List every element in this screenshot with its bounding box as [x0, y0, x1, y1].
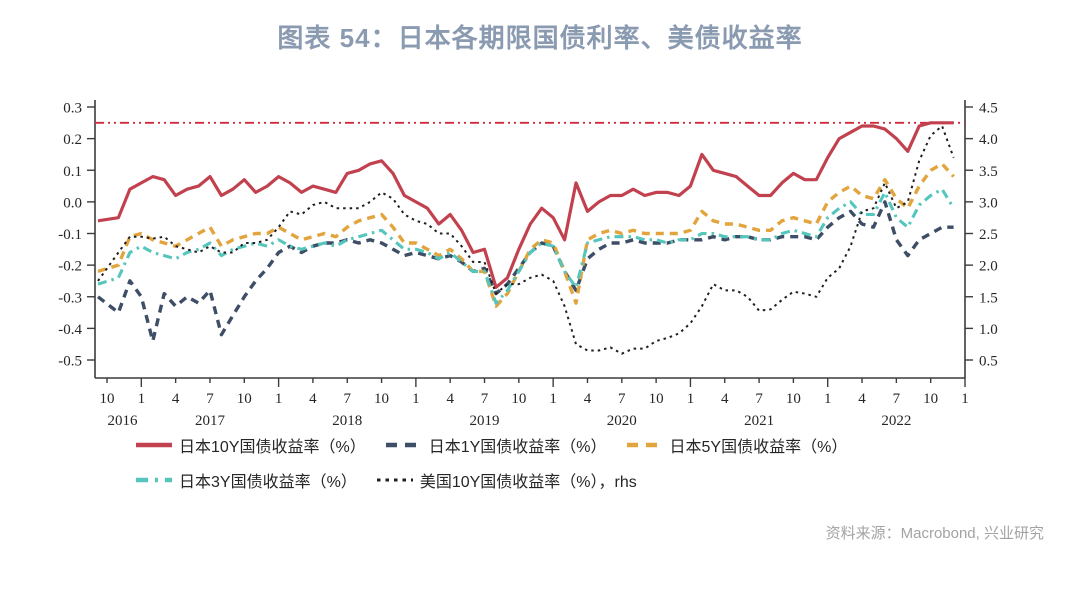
legend-item-us10y: 美国10Y国债收益率（%），rhs [376, 468, 637, 492]
chart-title: 图表 54：日本各期限国债利率、美债收益率 [277, 23, 803, 53]
svg-text:1.0: 1.0 [979, 322, 998, 338]
svg-text:0.3: 0.3 [63, 101, 82, 117]
svg-text:4: 4 [446, 391, 454, 407]
svg-text:1: 1 [687, 391, 695, 407]
svg-text:1: 1 [961, 391, 969, 407]
legend-item-jp10y: 日本10Y国债收益率（%） [136, 433, 366, 457]
legend-label-jp3y: 日本3Y国债收益率（%） [179, 474, 357, 491]
us10y-line-marker-icon [376, 475, 413, 485]
svg-text:7: 7 [206, 391, 214, 407]
svg-text:1: 1 [549, 391, 557, 407]
svg-text:2019: 2019 [470, 413, 500, 429]
svg-text:1: 1 [824, 391, 832, 407]
legend-label-us10y: 美国10Y国债收益率（%），rhs [419, 474, 637, 491]
svg-text:0.2: 0.2 [63, 132, 82, 148]
svg-text:10: 10 [100, 391, 115, 407]
svg-text:2021: 2021 [744, 413, 774, 429]
legend: 日本10Y国债收益率（%） 日本1Y国债收益率（%） 日本5Y国债收益率（%） … [136, 433, 847, 492]
svg-text:4: 4 [309, 391, 317, 407]
svg-text:2.0: 2.0 [979, 259, 998, 275]
legend-label-jp5y: 日本5Y国债收益率（%） [669, 439, 848, 456]
svg-text:10: 10 [786, 391, 801, 407]
legend-item-jp3y: 日本3Y国债收益率（%） [136, 468, 357, 492]
svg-text:1: 1 [275, 391, 283, 407]
svg-text:1: 1 [412, 391, 420, 407]
svg-text:2020: 2020 [607, 413, 637, 429]
svg-text:0.5: 0.5 [979, 354, 998, 370]
legend-item-jp5y: 日本5Y国债收益率（%） [626, 433, 848, 457]
jp1y-line-marker-icon [385, 440, 422, 450]
svg-text:-0.2: -0.2 [58, 259, 82, 275]
svg-text:4: 4 [584, 391, 592, 407]
svg-text:-0.3: -0.3 [58, 290, 82, 306]
svg-text:10: 10 [374, 391, 389, 407]
svg-text:2022: 2022 [881, 413, 911, 429]
svg-text:10: 10 [511, 391, 526, 407]
svg-text:4: 4 [858, 391, 866, 407]
svg-text:7: 7 [755, 391, 763, 407]
svg-text:0.0: 0.0 [63, 195, 82, 211]
svg-text:7: 7 [893, 391, 901, 407]
legend-item-jp1y: 日本1Y国债收益率（%） [385, 433, 607, 457]
svg-text:7: 7 [343, 391, 351, 407]
svg-text:10: 10 [923, 391, 938, 407]
svg-text:-0.4: -0.4 [58, 322, 82, 338]
svg-text:2018: 2018 [332, 413, 362, 429]
svg-text:7: 7 [618, 391, 626, 407]
svg-text:0.1: 0.1 [63, 164, 82, 180]
svg-text:4.0: 4.0 [979, 132, 998, 148]
jp3y-line-marker-icon [136, 475, 172, 485]
svg-text:4: 4 [721, 391, 729, 407]
svg-text:2.5: 2.5 [979, 227, 998, 243]
legend-label-jp10y: 日本10Y国债收益率（%） [179, 439, 366, 456]
jp5y-line-marker-icon [626, 440, 663, 450]
svg-text:10: 10 [237, 391, 252, 407]
svg-text:7: 7 [481, 391, 489, 407]
svg-text:10: 10 [649, 391, 664, 407]
svg-text:2016: 2016 [107, 413, 138, 429]
svg-text:1: 1 [138, 391, 146, 407]
svg-text:2017: 2017 [195, 413, 226, 429]
legend-row-2: 日本3Y国债收益率（%） 美国10Y国债收益率（%），rhs [136, 468, 847, 492]
svg-text:1.5: 1.5 [979, 290, 998, 306]
svg-text:4: 4 [172, 391, 180, 407]
svg-text:3.5: 3.5 [979, 164, 998, 180]
svg-text:-0.1: -0.1 [58, 227, 82, 243]
source-text: 资料来源：Macrobond, 兴业研究 [825, 525, 1044, 542]
jp10y-line-marker-icon [136, 440, 172, 450]
svg-text:3.0: 3.0 [979, 195, 998, 211]
legend-row-1: 日本10Y国债收益率（%） 日本1Y国债收益率（%） 日本5Y国债收益率（%） [136, 433, 847, 457]
svg-text:-0.5: -0.5 [58, 354, 82, 370]
svg-text:4.5: 4.5 [979, 101, 998, 117]
legend-label-jp1y: 日本1Y国债收益率（%） [428, 439, 607, 456]
